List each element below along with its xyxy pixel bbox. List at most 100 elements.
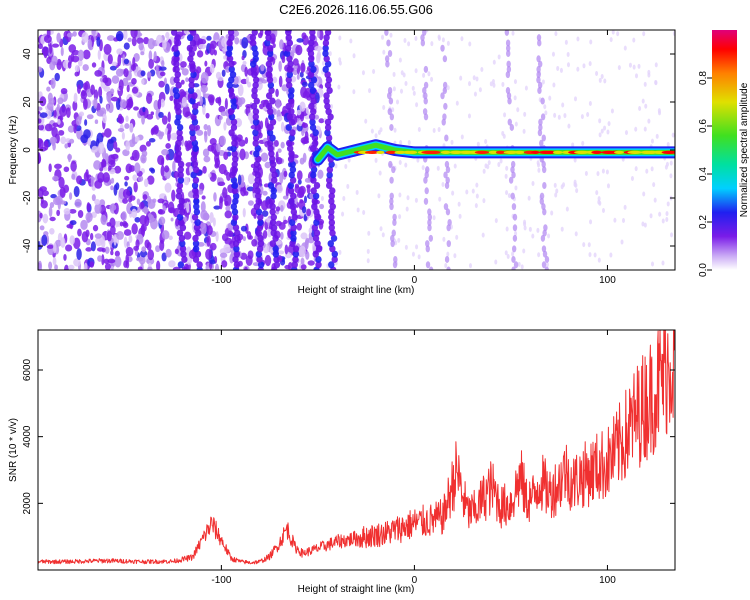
faint-speckle bbox=[504, 250, 508, 256]
noise-speckle bbox=[296, 222, 302, 231]
noise-speckle bbox=[134, 162, 141, 174]
faint-speckle bbox=[551, 51, 555, 57]
noise-speckle bbox=[206, 35, 212, 41]
streak-blob bbox=[423, 113, 429, 121]
faint-speckle bbox=[446, 251, 450, 257]
streak-blob bbox=[230, 218, 238, 226]
faint-speckle bbox=[554, 192, 558, 198]
faint-speckle bbox=[480, 66, 484, 72]
streak-blob bbox=[181, 255, 188, 263]
streak-blob bbox=[252, 139, 259, 147]
noise-speckle bbox=[80, 134, 89, 144]
faint-speckle bbox=[651, 261, 655, 267]
noise-speckle bbox=[141, 78, 145, 85]
noise-speckle bbox=[237, 84, 244, 97]
streak-blob bbox=[440, 44, 445, 52]
faint-speckle bbox=[537, 252, 541, 258]
streak-blob bbox=[541, 166, 547, 174]
faint-speckle bbox=[402, 72, 406, 78]
noise-speckle bbox=[180, 79, 185, 85]
noise-speckle bbox=[302, 34, 309, 46]
streak-blob bbox=[423, 65, 429, 73]
faint-speckle bbox=[338, 35, 342, 41]
faint-speckle bbox=[567, 123, 571, 129]
streak-blob bbox=[189, 65, 196, 73]
faint-speckle bbox=[665, 211, 669, 217]
streak-blob bbox=[310, 171, 317, 179]
streak-blob bbox=[231, 187, 239, 195]
noise-speckle bbox=[202, 86, 206, 98]
noise-speckle bbox=[161, 149, 169, 156]
faint-speckle bbox=[460, 134, 464, 140]
faint-speckle bbox=[514, 185, 518, 191]
noise-speckle bbox=[168, 235, 173, 241]
streak-blob bbox=[442, 86, 448, 94]
noise-speckle bbox=[304, 177, 312, 183]
faint-speckle bbox=[609, 252, 613, 258]
streak-blob bbox=[425, 240, 430, 248]
noise-speckle bbox=[260, 99, 269, 105]
streak-blob bbox=[310, 97, 317, 105]
noise-speckle bbox=[49, 136, 57, 145]
streak-blob bbox=[541, 160, 546, 168]
noise-speckle bbox=[130, 30, 138, 39]
noise-speckle bbox=[179, 61, 187, 68]
streak-blob bbox=[324, 81, 332, 89]
faint-speckle bbox=[367, 230, 371, 236]
faint-speckle bbox=[450, 139, 454, 145]
noise-speckle bbox=[110, 185, 114, 191]
streak-blob bbox=[447, 218, 452, 226]
noise-speckle bbox=[301, 122, 308, 129]
faint-speckle bbox=[593, 252, 597, 258]
faint-speckle bbox=[566, 52, 570, 58]
noise-speckle bbox=[125, 140, 131, 152]
noise-speckle bbox=[99, 199, 106, 207]
streak-blob bbox=[269, 240, 276, 248]
signal-core bbox=[671, 150, 675, 154]
noise-speckle bbox=[131, 77, 137, 85]
noise-speckle bbox=[131, 36, 137, 47]
noise-speckle bbox=[298, 186, 305, 198]
noise-speckle bbox=[70, 220, 77, 226]
noise-speckle bbox=[273, 108, 277, 115]
faint-speckle bbox=[446, 40, 450, 46]
noise-speckle bbox=[104, 128, 112, 138]
faint-speckle bbox=[398, 214, 402, 220]
streak-blob bbox=[189, 134, 197, 142]
streak-blob bbox=[173, 55, 180, 63]
faint-speckle bbox=[587, 242, 591, 248]
streak-blob bbox=[322, 39, 330, 47]
faint-speckle bbox=[516, 107, 520, 113]
noise-speckle bbox=[260, 63, 265, 72]
noise-speckle bbox=[165, 248, 172, 258]
faint-speckle bbox=[523, 111, 527, 117]
spectrogram-ytick-label: 40 bbox=[22, 48, 33, 60]
noise-speckle bbox=[74, 65, 80, 72]
streak-blob bbox=[286, 113, 294, 121]
noise-speckle bbox=[54, 264, 58, 270]
noise-speckle bbox=[84, 119, 88, 126]
faint-speckle bbox=[543, 104, 547, 110]
faint-speckle bbox=[669, 160, 673, 166]
streak-blob bbox=[230, 97, 237, 105]
faint-speckle bbox=[544, 110, 548, 116]
streak-blob bbox=[539, 197, 544, 205]
streak-blob bbox=[173, 97, 180, 105]
faint-speckle bbox=[392, 86, 396, 92]
streak-blob bbox=[232, 240, 240, 248]
streak-blob bbox=[422, 86, 427, 94]
signal-core bbox=[531, 150, 540, 154]
streak-blob bbox=[284, 44, 292, 52]
noise-speckle bbox=[106, 35, 115, 42]
streak-blob bbox=[177, 261, 185, 269]
streak-blob bbox=[234, 229, 241, 237]
noise-speckle bbox=[46, 86, 51, 92]
faint-speckle bbox=[661, 260, 665, 266]
noise-speckle bbox=[296, 170, 303, 181]
faint-speckle bbox=[657, 108, 661, 114]
noise-speckle bbox=[133, 136, 140, 143]
noise-speckle bbox=[68, 264, 75, 270]
faint-speckle bbox=[321, 60, 325, 66]
noise-speckle bbox=[117, 115, 125, 124]
noise-speckle bbox=[217, 76, 224, 82]
